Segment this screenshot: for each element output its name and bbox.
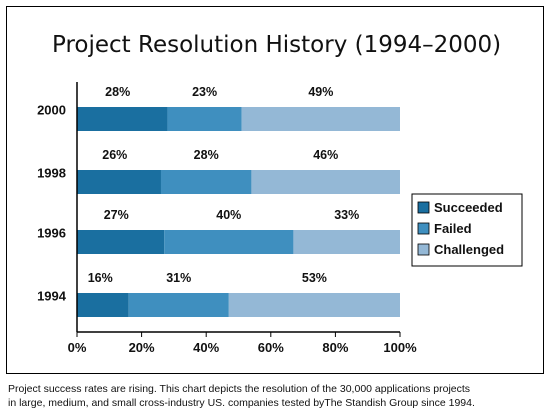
- data-label-succeeded-1994: 16%: [88, 271, 113, 285]
- x-tick-label-5: 100%: [383, 340, 417, 355]
- category-label-1996: 1996: [37, 225, 66, 240]
- bar-challenged-2000: [241, 107, 400, 131]
- chart-caption: Project success rates are rising. This c…: [8, 382, 548, 410]
- bar-succeeded-1998: [77, 170, 161, 194]
- bar-chart: 2000 28% 23% 49% 1998 26% 28% 46% 1996 27% 40% 33% 1…: [37, 82, 523, 355]
- bar-challenged-1994: [228, 293, 400, 317]
- legend-box: [411, 193, 523, 267]
- data-label-succeeded-2000: 28%: [105, 85, 130, 99]
- x-tick-label-2: 40%: [193, 340, 219, 355]
- x-tick-label-1: 20%: [129, 340, 155, 355]
- bar-succeeded-2000: [77, 107, 168, 131]
- legend-label-succeeded: Succeeded: [434, 200, 503, 215]
- x-tick-label-4: 80%: [322, 340, 348, 355]
- data-label-failed-2000: 23%: [192, 85, 217, 99]
- data-label-failed-1998: 28%: [194, 148, 219, 162]
- bar-failed-2000: [167, 107, 242, 131]
- legend-label-challenged: Challenged: [434, 242, 504, 257]
- legend-label-failed: Failed: [434, 221, 472, 236]
- x-tick-label-0: 0%: [68, 340, 87, 355]
- chart-title: Project Resolution History (1994–2000): [52, 32, 502, 58]
- data-label-succeeded-1998: 26%: [102, 148, 127, 162]
- data-label-challenged-2000: 49%: [308, 85, 333, 99]
- bar-failed-1996: [164, 230, 294, 254]
- data-label-failed-1996: 40%: [216, 208, 241, 222]
- data-label-failed-1994: 31%: [166, 271, 191, 285]
- bar-failed-1994: [128, 293, 229, 317]
- caption-line-1: Project success rates are rising. This c…: [8, 383, 471, 395]
- legend-swatch-succeeded: [417, 201, 430, 214]
- data-label-challenged-1994: 53%: [302, 271, 327, 285]
- legend-swatch-failed: [417, 222, 430, 235]
- category-label-1998: 1998: [37, 165, 66, 180]
- bar-challenged-1996: [293, 230, 400, 254]
- category-label-1994: 1994: [37, 288, 67, 303]
- data-label-challenged-1996: 33%: [334, 208, 359, 222]
- caption-line-2: in large, medium, and small cross-indust…: [8, 397, 475, 409]
- data-label-succeeded-1996: 27%: [104, 208, 129, 222]
- bar-succeeded-1994: [77, 293, 129, 317]
- legend-swatch-challenged: [417, 243, 430, 256]
- data-label-challenged-1998: 46%: [313, 148, 338, 162]
- bar-succeeded-1996: [77, 230, 165, 254]
- category-label-2000: 2000: [37, 102, 66, 117]
- x-tick-label-3: 60%: [258, 340, 284, 355]
- bar-challenged-1998: [251, 170, 400, 194]
- bar-failed-1998: [160, 170, 252, 194]
